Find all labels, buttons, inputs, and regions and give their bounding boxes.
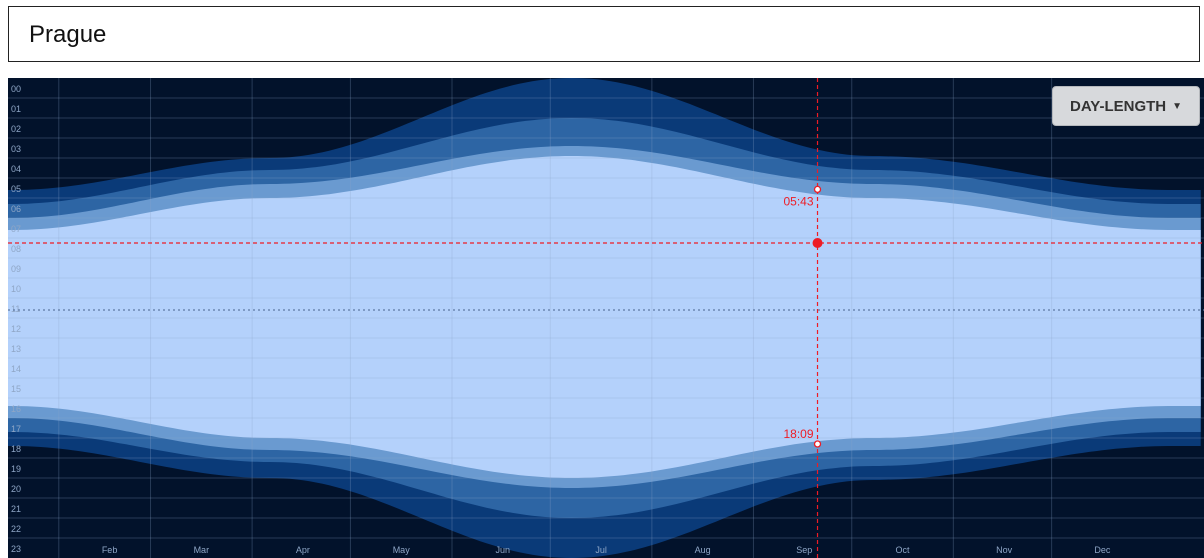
- sunrise-marker: [813, 185, 822, 194]
- x-tick-label: Mar: [194, 545, 210, 555]
- chart-svg[interactable]: 00 01 02 03 04 05 06 07 08 09 10 11 12 13 14 15 16 17 18 19…: [8, 78, 1204, 558]
- sunset-label: 18:09: [783, 427, 813, 441]
- x-tick-label: Sep: [796, 545, 812, 555]
- cursor-point: [812, 238, 823, 248]
- day-length-chart[interactable]: 00 01 02 03 04 05 06 07 08 09 10 11 12 13 14 15 16 17 18 19…: [8, 78, 1204, 558]
- caret-down-icon: ▼: [1172, 100, 1183, 112]
- x-tick-label: Jun: [496, 545, 511, 555]
- sunrise-label: 05:43: [783, 194, 813, 208]
- mode-dropdown-button[interactable]: DAY-LENGTH ▼: [1052, 86, 1200, 126]
- y-tick-label: 16: [11, 404, 21, 414]
- city-title: Prague: [29, 21, 107, 48]
- x-tick-label: Nov: [996, 545, 1013, 555]
- y-tick-label: 14: [11, 364, 21, 374]
- y-tick-label: 13: [11, 344, 21, 354]
- y-tick-label: 08: [11, 244, 21, 254]
- y-tick-label: 01: [11, 104, 21, 114]
- y-tick-label: 00: [11, 84, 21, 94]
- x-tick-label: Feb: [102, 545, 118, 555]
- y-tick-label: 03: [11, 144, 21, 154]
- x-tick-label: Jul: [595, 545, 607, 555]
- y-tick-label: 20: [11, 484, 21, 494]
- y-tick-label: 15: [11, 384, 21, 394]
- y-tick-label: 18: [11, 444, 21, 454]
- y-tick-label: 07: [11, 224, 21, 234]
- x-tick-label: May: [393, 545, 411, 555]
- city-title-box: Prague: [8, 6, 1200, 62]
- x-tick-label: Dec: [1094, 545, 1111, 555]
- y-tick-label: 21: [11, 504, 21, 514]
- y-tick-label: 05: [11, 184, 21, 194]
- x-tick-label: Aug: [695, 545, 711, 555]
- x-tick-label: Oct: [896, 545, 911, 555]
- y-tick-label: 04: [11, 164, 21, 174]
- y-tick-label: 09: [11, 264, 21, 274]
- y-tick-label: 17: [11, 424, 21, 434]
- y-tick-label: 22: [11, 524, 21, 534]
- y-tick-label: 02: [11, 124, 21, 134]
- y-tick-label: 06: [11, 204, 21, 214]
- y-tick-label: 11: [11, 304, 20, 314]
- sunset-marker: [813, 440, 822, 448]
- y-tick-label: 10: [11, 284, 21, 294]
- daylight-band: [8, 156, 1201, 478]
- x-tick-label: Apr: [296, 545, 310, 555]
- mode-label: DAY-LENGTH: [1069, 97, 1167, 115]
- y-tick-label: 19: [11, 464, 21, 474]
- y-tick-label: 12: [11, 324, 21, 334]
- y-tick-label: 23: [11, 544, 21, 554]
